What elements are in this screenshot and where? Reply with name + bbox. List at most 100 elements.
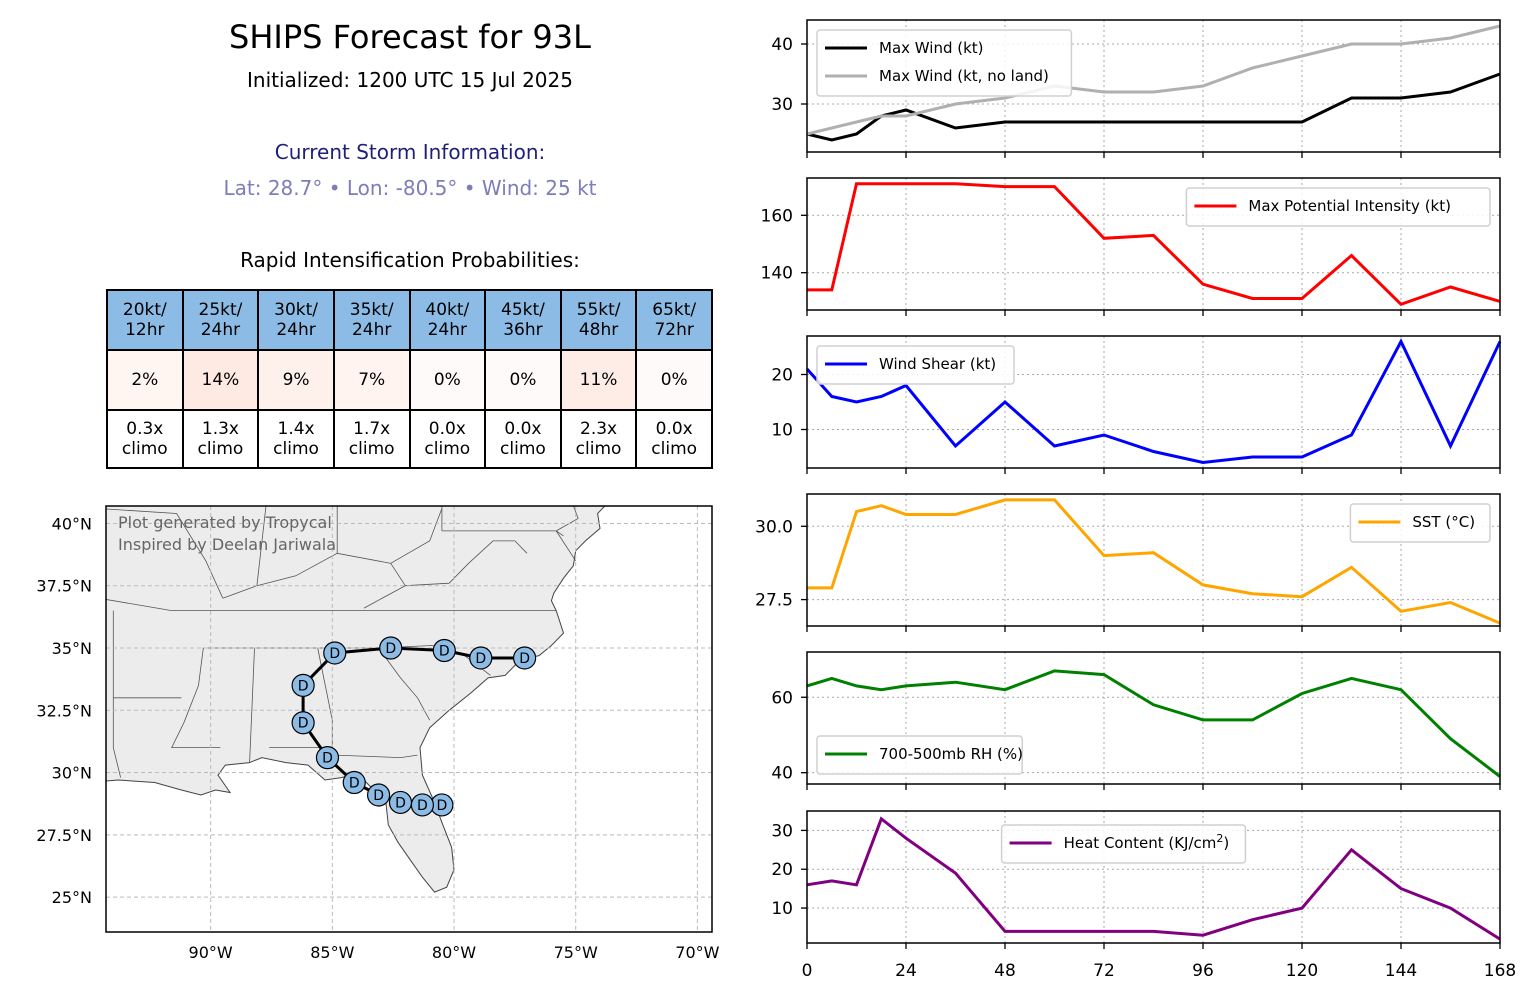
ri-probability-row: 2% 14% 9% 7% 0% 0% 11% 0%: [106, 349, 713, 411]
ri-climo-text: 2.3x: [580, 419, 618, 439]
track-marker: [379, 636, 403, 660]
axes-frame: [806, 810, 1501, 944]
ri-threshold-text: 48hr: [578, 320, 619, 340]
x-tick-label: 72: [1093, 961, 1115, 981]
track-marker: [388, 790, 413, 815]
map-credit: Inspired by Deelan Jariwala: [118, 535, 336, 554]
legend-label-text: Wind Shear (kt): [879, 355, 996, 373]
ri-header: Rapid Intensification Probabilities:: [240, 248, 580, 272]
track-marker-label: D: [373, 788, 384, 804]
legend-label: SST (°C): [1412, 513, 1475, 531]
legend-label-text: Heat Content (KJ/cm: [1064, 834, 1217, 852]
ri-climo-text: climo: [273, 439, 319, 459]
lat-tick-label: 37.5°N: [36, 577, 92, 596]
land-area: [106, 506, 606, 893]
track-point: D: [430, 793, 454, 817]
track-point: D: [410, 793, 434, 817]
state-boundary: [249, 647, 255, 763]
lon-tick-label: 80°W: [432, 943, 476, 962]
ri-climo-text: 1.3x: [201, 419, 239, 439]
legend-label-text: Max Wind (kt): [879, 39, 984, 57]
legend-box: [1185, 187, 1491, 227]
ri-threshold-text: 72hr: [654, 320, 694, 340]
ri-climo-text: climo: [424, 439, 471, 459]
ri-threshold-text: 45kt/: [501, 300, 545, 320]
ri-threshold-text: 24hr: [427, 320, 468, 340]
legend: SST (°C): [1349, 503, 1491, 543]
lat-tick-label: 30°N: [52, 764, 92, 783]
track-point: D: [291, 711, 315, 735]
ri-threshold-cell: 35kt/24hr: [332, 289, 411, 351]
track-marker-label: D: [417, 798, 428, 814]
legend: Heat Content (KJ/cm2): [1000, 824, 1247, 864]
legend-label: Max Wind (kt, no land): [879, 67, 1049, 85]
track-point: D: [388, 790, 413, 815]
axes-frame: [806, 493, 1501, 627]
ri-threshold-cell: 30kt/24hr: [257, 289, 335, 351]
y-tick-label: 60: [771, 688, 793, 708]
state-boundary: [106, 599, 172, 611]
legend-label-superscript: 2: [1216, 832, 1223, 845]
ri-threshold-text: 25kt/: [198, 300, 243, 320]
ri-climo-cell: 0.0x climo: [408, 409, 487, 469]
state-boundary: [390, 508, 443, 564]
ri-climo-cell: 1.4x climo: [257, 409, 335, 469]
ri-threshold-text: 24hr: [276, 320, 316, 340]
track-point: D: [469, 646, 493, 670]
state-boundary: [106, 508, 224, 599]
ri-threshold-cell: 45kt/36hr: [484, 289, 562, 351]
track-point: D: [432, 638, 456, 663]
ri-climo-text: 0.0x: [655, 419, 693, 439]
ri-threshold-cell: 65kt/72hr: [635, 289, 713, 351]
x-tick-label: 144: [1385, 961, 1417, 981]
state-boundary: [256, 506, 267, 586]
x-tick-label: 0: [802, 961, 813, 981]
ri-climo-text: climo: [197, 439, 244, 459]
legend-label: Heat Content (KJ/cm2): [1064, 832, 1230, 852]
track-marker-label: D: [439, 643, 450, 659]
lon-tick-label: 75°W: [554, 943, 598, 962]
lon-tick-label: 90°W: [189, 943, 233, 962]
legend-label: Max Wind (kt): [879, 39, 984, 57]
y-tick-label: 30.0: [755, 517, 793, 537]
ri-threshold-text: 12hr: [125, 320, 165, 340]
legend-label-suffix: ): [1223, 834, 1229, 852]
track-marker: [432, 638, 456, 663]
track-marker-label: D: [436, 798, 447, 814]
chart-panel: 27.5 30.0 SST (°C): [755, 493, 1501, 632]
track-marker-label: D: [298, 716, 309, 732]
track-point: D: [366, 783, 391, 807]
x-tick-label: 24: [895, 961, 917, 981]
ri-probability-cell: 14%: [181, 349, 260, 411]
legend: Max Wind (kt) Max Wind (kt, no land): [816, 29, 1073, 97]
state-boundary: [555, 530, 577, 562]
chart-panel: 40 60 700-500mb RH (%): [771, 651, 1501, 790]
ri-climo-cell: 0.3x climo: [106, 409, 184, 469]
lat-tick-label: 35°N: [52, 639, 92, 658]
legend: 700-500mb RH (%): [816, 735, 1023, 775]
ri-climo-cell: 2.3x climo: [559, 409, 638, 469]
x-tick-label: 96: [1192, 961, 1214, 981]
ri-probability-cell: 9%: [257, 349, 335, 411]
y-tick-label: 140: [761, 264, 793, 284]
y-tick-label: 30: [771, 95, 793, 115]
ri-probability-table: 20kt/12hr 25kt/24hr 30kt/24hr 35kt/24hr 40kt…: [106, 289, 713, 469]
ri-climo-cell: 0.0x climo: [635, 409, 713, 469]
ri-climo-text: climo: [348, 439, 395, 459]
y-tick-label: 20: [771, 366, 793, 386]
lat-tick-label: 27.5°N: [36, 826, 92, 845]
ri-probability-cell: 7%: [332, 349, 411, 411]
legend-label: Max Potential Intensity (kt): [1248, 197, 1451, 215]
y-tick-label: 40: [771, 35, 793, 55]
ri-climo-text: 0.0x: [504, 419, 542, 439]
track-marker-label: D: [329, 646, 340, 662]
chart-panel: 30 40 Max Wind (kt) Max Wind (kt, no land): [771, 19, 1501, 158]
track-point: D: [513, 646, 537, 670]
lat-tick-label: 25°N: [52, 888, 92, 907]
track-point: D: [315, 746, 340, 770]
ri-climo-text: 1.7x: [353, 419, 391, 439]
legend-box: [816, 345, 1015, 385]
legend-label-text: 700-500mb RH (%): [879, 745, 1023, 763]
ri-probability-cell: 2%: [106, 349, 184, 411]
